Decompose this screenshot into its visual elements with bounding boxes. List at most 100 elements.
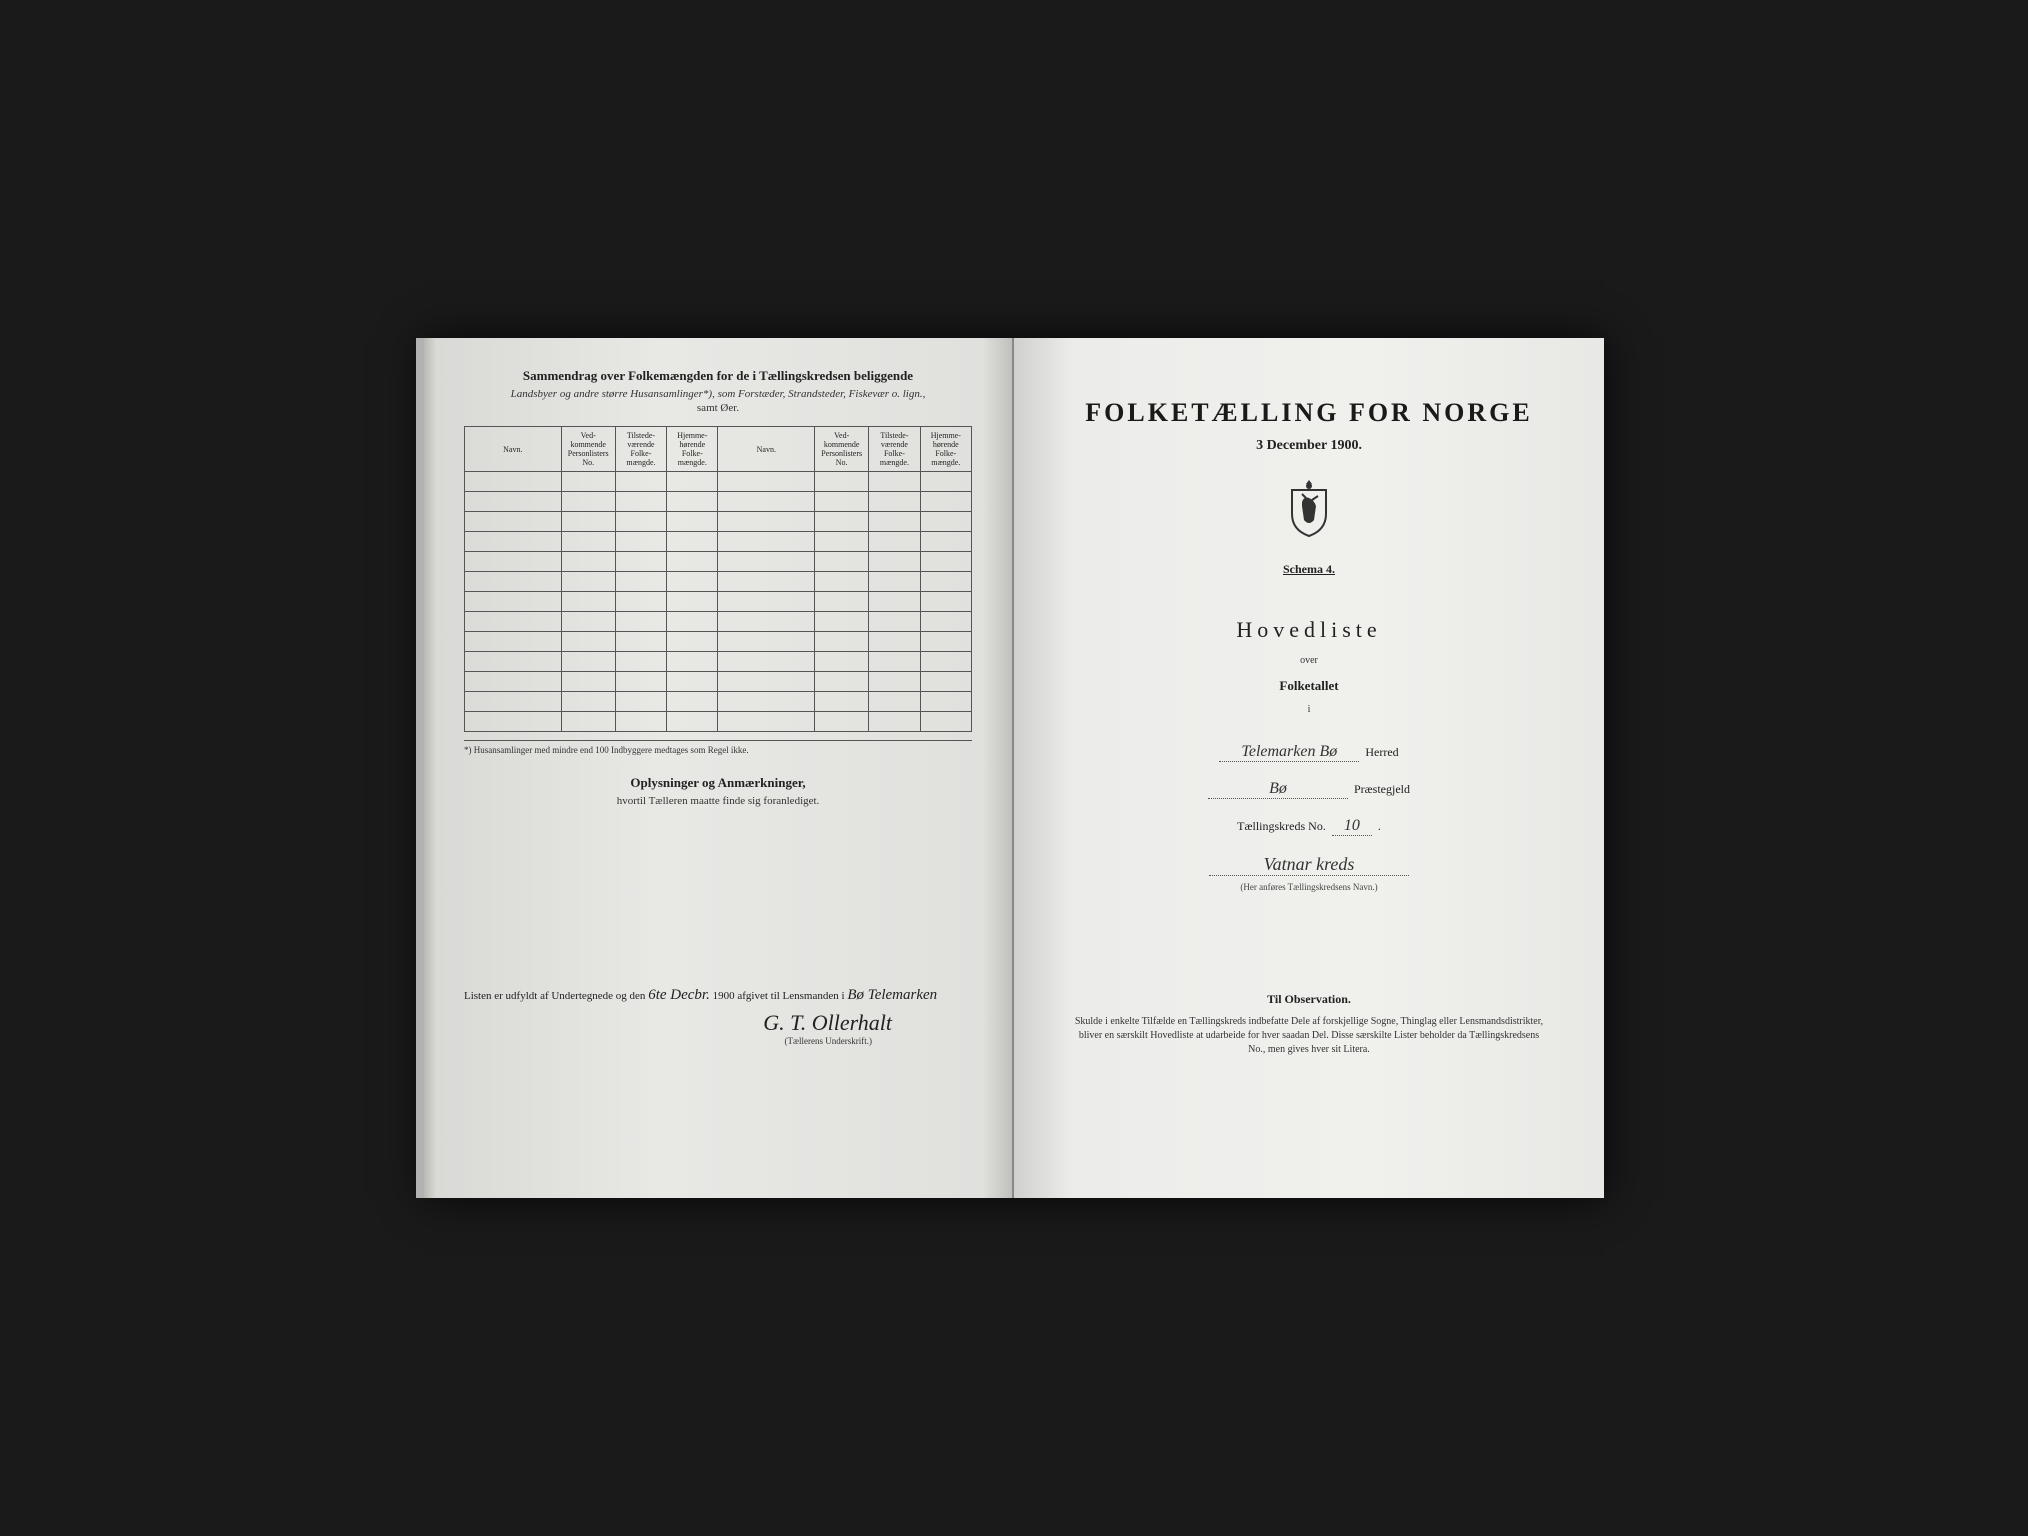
table-cell <box>667 552 718 572</box>
table-header-row: Navn. Ved-kommende Personlisters No. Til… <box>465 427 972 472</box>
table-cell <box>465 632 562 652</box>
table-cell <box>815 472 869 492</box>
table-cell <box>920 612 971 632</box>
table-cell <box>920 652 971 672</box>
table-cell <box>667 692 718 712</box>
praestegjeld-line: Bø Præstegjeld <box>1054 780 1564 799</box>
table-cell <box>561 552 615 572</box>
table-cell <box>920 472 971 492</box>
table-row <box>465 692 972 712</box>
table-cell <box>718 612 815 632</box>
table-cell <box>615 512 666 532</box>
herred-value: Telemarken Bø <box>1219 743 1359 762</box>
completion-date: 6te Decbr. <box>648 987 710 1003</box>
kreds-no-line: Tællingskreds No. 10. <box>1054 817 1564 836</box>
table-cell <box>615 492 666 512</box>
col-tilstede-2: Tilstede-værende Folke-mængde. <box>869 427 920 472</box>
table-cell <box>615 472 666 492</box>
table-cell <box>561 672 615 692</box>
table-cell <box>869 472 920 492</box>
table-cell <box>815 692 869 712</box>
table-cell <box>920 512 971 532</box>
table-cell <box>815 592 869 612</box>
table-cell <box>718 532 815 552</box>
table-row <box>465 652 972 672</box>
kreds-no-value: 10 <box>1332 817 1372 836</box>
table-footnote: *) Husansamlinger med mindre end 100 Ind… <box>464 740 972 755</box>
table-cell <box>815 532 869 552</box>
table-cell <box>465 532 562 552</box>
table-cell <box>561 512 615 532</box>
census-title: FOLKETÆLLING FOR NORGE <box>1054 398 1564 428</box>
table-cell <box>561 572 615 592</box>
col-navn-2: Navn. <box>718 427 815 472</box>
table-cell <box>667 672 718 692</box>
table-cell <box>920 712 971 732</box>
completion-place: Bø Telemarken <box>847 987 937 1003</box>
table-cell <box>815 492 869 512</box>
title-page-content: FOLKETÆLLING FOR NORGE 3 December 1900. … <box>1054 368 1564 1057</box>
praestegjeld-value: Bø <box>1208 780 1348 799</box>
folketallet-label: Folketallet <box>1054 678 1564 694</box>
table-cell <box>615 532 666 552</box>
table-cell <box>718 592 815 612</box>
table-cell <box>815 672 869 692</box>
table-cell <box>920 632 971 652</box>
table-cell <box>667 572 718 592</box>
col-hjemme-1: Hjemme-hørende Folke-mængde. <box>667 427 718 472</box>
table-cell <box>561 692 615 712</box>
table-cell <box>561 532 615 552</box>
kreds-name-value: Vatnar kreds <box>1209 854 1409 876</box>
table-cell <box>869 632 920 652</box>
herred-line: Telemarken Bø Herred <box>1054 743 1564 762</box>
spine-shadow <box>424 338 436 1198</box>
remarks-title: Oplysninger og Anmærkninger, <box>464 775 972 791</box>
table-cell <box>561 632 615 652</box>
table-cell <box>869 492 920 512</box>
table-row <box>465 572 972 592</box>
praestegjeld-label: Præstegjeld <box>1354 782 1410 797</box>
table-cell <box>465 492 562 512</box>
table-cell <box>667 472 718 492</box>
table-cell <box>667 592 718 612</box>
observation-text: Skulde i enkelte Tilfælde en Tællingskre… <box>1054 1015 1564 1057</box>
table-cell <box>718 712 815 732</box>
book-spread: Sammendrag over Folkemængden for de i Tæ… <box>424 338 1604 1198</box>
table-cell <box>667 512 718 532</box>
table-row <box>465 612 972 632</box>
table-cell <box>718 572 815 592</box>
table-cell <box>465 472 562 492</box>
table-cell <box>465 712 562 732</box>
table-cell <box>718 472 815 492</box>
right-page: FOLKETÆLLING FOR NORGE 3 December 1900. … <box>1014 338 1604 1198</box>
table-cell <box>615 712 666 732</box>
table-cell <box>667 612 718 632</box>
signature-label: (Tællerens Underskrift.) <box>464 1036 872 1046</box>
col-personl-2: Ved-kommende Personlisters No. <box>815 427 869 472</box>
kreds-name-note: (Her anføres Tællingskredsens Navn.) <box>1054 882 1564 892</box>
table-cell <box>815 712 869 732</box>
table-cell <box>869 652 920 672</box>
table-cell <box>869 612 920 632</box>
table-cell <box>561 472 615 492</box>
table-cell <box>920 692 971 712</box>
signer-signature: G. T. Ollerhalt <box>464 1010 892 1036</box>
table-row <box>465 472 972 492</box>
table-cell <box>920 592 971 612</box>
table-row <box>465 532 972 552</box>
table-cell <box>667 632 718 652</box>
table-cell <box>815 512 869 532</box>
table-cell <box>465 592 562 612</box>
table-cell <box>465 552 562 572</box>
table-cell <box>667 492 718 512</box>
table-cell <box>615 632 666 652</box>
summary-title: Sammendrag over Folkemængden for de i Tæ… <box>464 368 972 384</box>
col-hjemme-2: Hjemme-hørende Folke-mængde. <box>920 427 971 472</box>
table-cell <box>869 692 920 712</box>
table-cell <box>615 652 666 672</box>
table-cell <box>920 552 971 572</box>
remarks-subtitle: hvortil Tælleren maatte finde sig foranl… <box>464 795 972 807</box>
table-row <box>465 512 972 532</box>
table-cell <box>718 652 815 672</box>
table-cell <box>920 532 971 552</box>
